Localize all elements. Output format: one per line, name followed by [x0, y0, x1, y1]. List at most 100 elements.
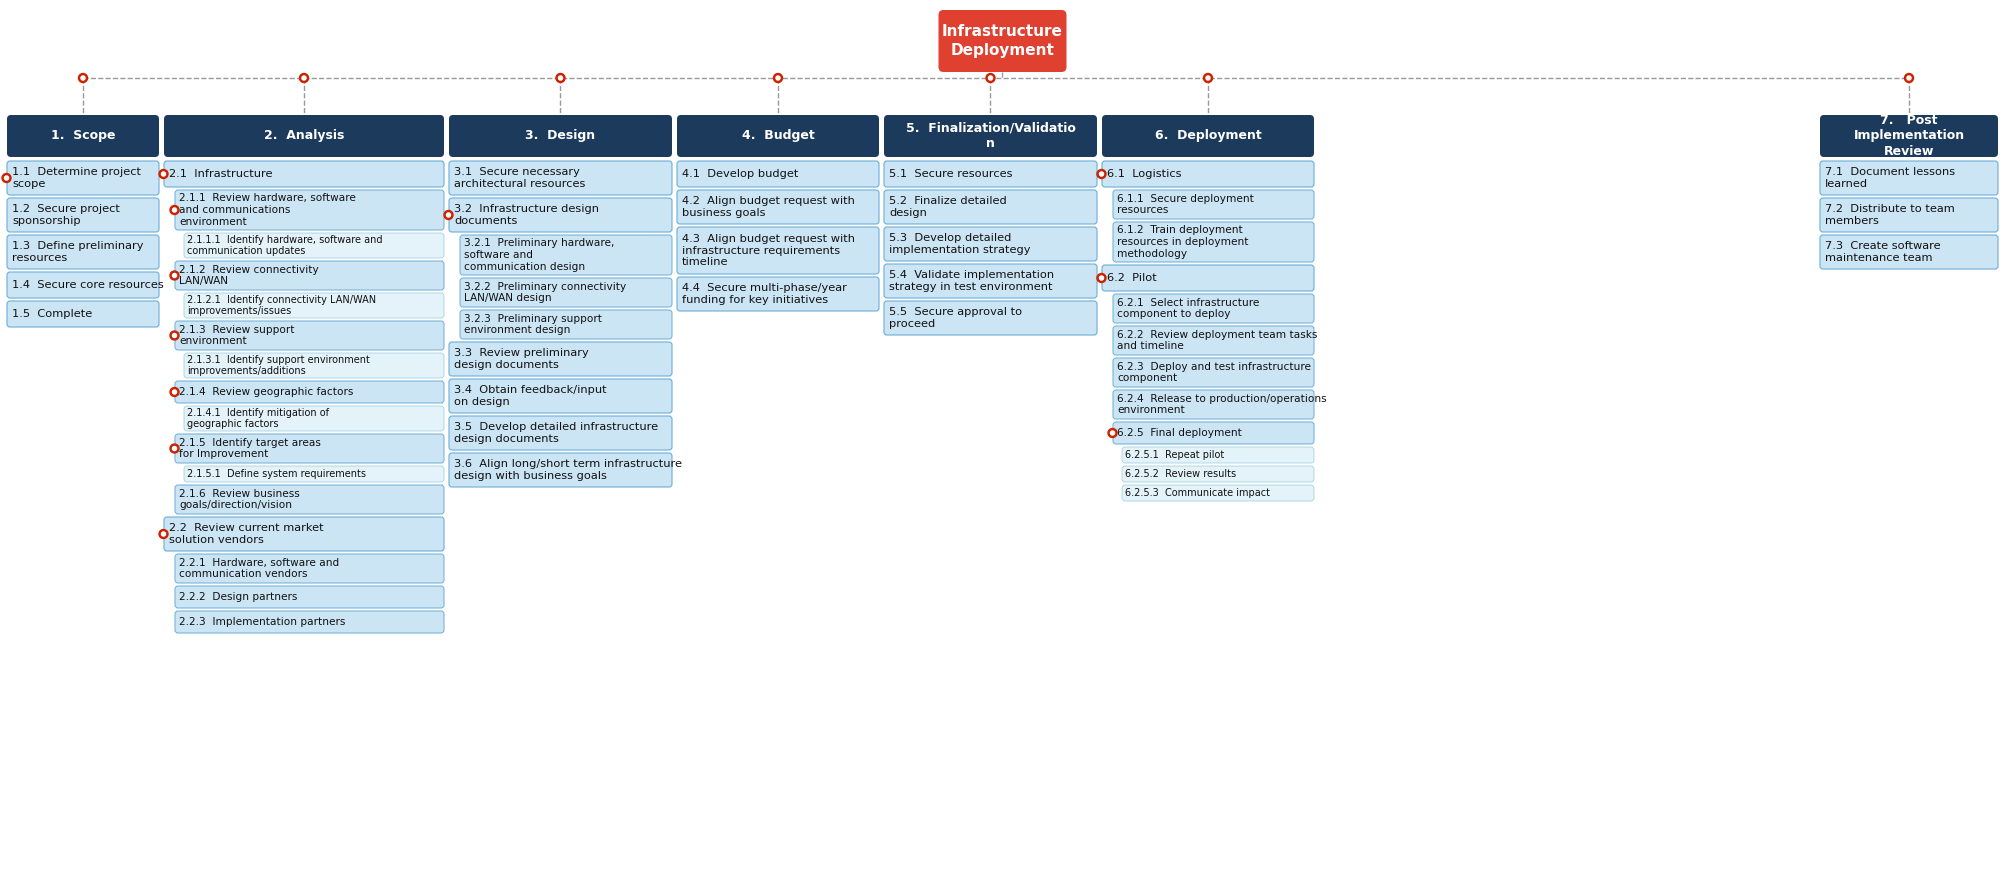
Circle shape	[776, 76, 780, 80]
Circle shape	[172, 208, 176, 212]
Text: 2.1.1.1  Identify hardware, software and
communication updates: 2.1.1.1 Identify hardware, software and …	[186, 235, 383, 256]
Text: 2.1.6  Review business
goals/direction/vision: 2.1.6 Review business goals/direction/vi…	[178, 488, 301, 510]
FancyBboxPatch shape	[174, 485, 443, 514]
FancyBboxPatch shape	[164, 517, 443, 551]
Text: 2.2.2  Design partners: 2.2.2 Design partners	[178, 592, 297, 602]
Circle shape	[1111, 431, 1115, 435]
FancyBboxPatch shape	[449, 416, 672, 450]
FancyBboxPatch shape	[459, 310, 672, 339]
Circle shape	[78, 74, 88, 83]
Circle shape	[172, 390, 176, 394]
Circle shape	[162, 172, 166, 176]
Text: 6.2.3  Deploy and test infrastructure
component: 6.2.3 Deploy and test infrastructure com…	[1117, 362, 1311, 383]
Circle shape	[1099, 276, 1103, 280]
FancyBboxPatch shape	[884, 301, 1097, 335]
Text: 2.2.3  Implementation partners: 2.2.3 Implementation partners	[178, 617, 345, 627]
Text: 6.2.5.2  Review results: 6.2.5.2 Review results	[1125, 469, 1237, 479]
Text: 3.  Design: 3. Design	[525, 129, 595, 143]
FancyBboxPatch shape	[6, 235, 158, 269]
Circle shape	[170, 444, 178, 453]
FancyBboxPatch shape	[449, 342, 672, 376]
Text: 3.2.1  Preliminary hardware,
software and
communication design: 3.2.1 Preliminary hardware, software and…	[463, 238, 614, 272]
FancyBboxPatch shape	[459, 278, 672, 307]
Text: 2.  Analysis: 2. Analysis	[265, 129, 345, 143]
Circle shape	[1907, 76, 1911, 80]
Text: 3.2  Infrastructure design
documents: 3.2 Infrastructure design documents	[453, 204, 599, 226]
Text: 7.2  Distribute to team
members: 7.2 Distribute to team members	[1825, 204, 1955, 226]
Circle shape	[80, 76, 84, 80]
Text: 2.1.2  Review connectivity
LAN/WAN: 2.1.2 Review connectivity LAN/WAN	[178, 265, 319, 286]
FancyBboxPatch shape	[884, 115, 1097, 157]
Text: 6.2.4  Release to production/operations
environment: 6.2.4 Release to production/operations e…	[1117, 394, 1327, 415]
Text: 6.2.1  Select infrastructure
component to deploy: 6.2.1 Select infrastructure component to…	[1117, 298, 1259, 319]
FancyBboxPatch shape	[174, 434, 443, 463]
FancyBboxPatch shape	[174, 381, 443, 403]
Circle shape	[774, 74, 782, 83]
FancyBboxPatch shape	[884, 161, 1097, 187]
Circle shape	[1099, 172, 1103, 176]
FancyBboxPatch shape	[184, 233, 443, 258]
Text: 1.3  Define preliminary
resources: 1.3 Define preliminary resources	[12, 242, 144, 262]
Text: 3.5  Develop detailed infrastructure
design documents: 3.5 Develop detailed infrastructure desi…	[453, 422, 658, 444]
FancyBboxPatch shape	[174, 586, 443, 608]
FancyBboxPatch shape	[184, 353, 443, 378]
FancyBboxPatch shape	[1821, 198, 1999, 232]
Text: 2.1.3.1  Identify support environment
improvements/additions: 2.1.3.1 Identify support environment imp…	[186, 355, 369, 376]
Circle shape	[447, 213, 451, 217]
FancyBboxPatch shape	[678, 227, 878, 274]
Text: 4.  Budget: 4. Budget	[742, 129, 814, 143]
FancyBboxPatch shape	[678, 190, 878, 224]
Text: 7.3  Create software
maintenance team: 7.3 Create software maintenance team	[1825, 242, 1941, 262]
FancyBboxPatch shape	[184, 466, 443, 482]
Circle shape	[2, 174, 10, 182]
FancyBboxPatch shape	[184, 406, 443, 431]
Circle shape	[172, 274, 176, 277]
FancyBboxPatch shape	[459, 235, 672, 275]
Text: 2.1.2.1  Identify connectivity LAN/WAN
improvements/issues: 2.1.2.1 Identify connectivity LAN/WAN im…	[186, 295, 377, 316]
FancyBboxPatch shape	[1103, 265, 1313, 291]
Circle shape	[988, 76, 992, 80]
Text: 5.4  Validate implementation
strategy in test environment: 5.4 Validate implementation strategy in …	[888, 270, 1055, 292]
Text: 1.5  Complete: 1.5 Complete	[12, 309, 92, 319]
Text: 6.2.5.1  Repeat pilot: 6.2.5.1 Repeat pilot	[1125, 450, 1225, 460]
Text: 1.1  Determine project
scope: 1.1 Determine project scope	[12, 167, 140, 189]
Circle shape	[158, 529, 168, 539]
FancyBboxPatch shape	[449, 379, 672, 413]
Text: 5.  Finalization/Validatio
n: 5. Finalization/Validatio n	[906, 122, 1075, 150]
Text: 5.5  Secure approval to
proceed: 5.5 Secure approval to proceed	[888, 308, 1023, 328]
Circle shape	[172, 447, 176, 450]
FancyBboxPatch shape	[174, 190, 443, 230]
FancyBboxPatch shape	[1821, 161, 1999, 195]
Text: 3.4  Obtain feedback/input
on design: 3.4 Obtain feedback/input on design	[453, 385, 608, 407]
Circle shape	[162, 532, 166, 536]
Text: 4.3  Align budget request with
infrastructure requirements
timeline: 4.3 Align budget request with infrastruc…	[682, 234, 854, 267]
Circle shape	[555, 74, 565, 83]
Text: 3.2.3  Preliminary support
environment design: 3.2.3 Preliminary support environment de…	[463, 314, 602, 335]
Text: 3.3  Review preliminary
design documents: 3.3 Review preliminary design documents	[453, 348, 589, 370]
Text: 2.1.5.1  Define system requirements: 2.1.5.1 Define system requirements	[186, 469, 367, 479]
Text: 2.2.1  Hardware, software and
communication vendors: 2.2.1 Hardware, software and communicati…	[178, 558, 339, 580]
FancyBboxPatch shape	[1113, 390, 1313, 419]
FancyBboxPatch shape	[1113, 326, 1313, 355]
Circle shape	[1203, 74, 1213, 83]
Text: 6.2  Pilot: 6.2 Pilot	[1107, 273, 1157, 283]
Circle shape	[172, 334, 176, 337]
Text: 1.  Scope: 1. Scope	[50, 129, 114, 143]
Text: 2.1.5  Identify target areas
for Improvement: 2.1.5 Identify target areas for Improvem…	[178, 438, 321, 460]
Text: 2.1.4  Review geographic factors: 2.1.4 Review geographic factors	[178, 387, 353, 397]
Text: 2.1.3  Review support
environment: 2.1.3 Review support environment	[178, 325, 295, 347]
FancyBboxPatch shape	[678, 161, 878, 187]
FancyBboxPatch shape	[678, 277, 878, 311]
Circle shape	[170, 205, 178, 215]
FancyBboxPatch shape	[1103, 115, 1313, 157]
FancyBboxPatch shape	[184, 293, 443, 318]
Text: 2.2  Review current market
solution vendors: 2.2 Review current market solution vendo…	[168, 523, 323, 545]
FancyBboxPatch shape	[884, 264, 1097, 298]
FancyBboxPatch shape	[6, 161, 158, 195]
Text: 4.1  Develop budget: 4.1 Develop budget	[682, 169, 798, 179]
FancyBboxPatch shape	[164, 161, 443, 187]
FancyBboxPatch shape	[1113, 190, 1313, 219]
Text: 7.1  Document lessons
learned: 7.1 Document lessons learned	[1825, 167, 1955, 189]
FancyBboxPatch shape	[884, 227, 1097, 261]
Text: 6.2.5.3  Communicate impact: 6.2.5.3 Communicate impact	[1125, 488, 1269, 498]
